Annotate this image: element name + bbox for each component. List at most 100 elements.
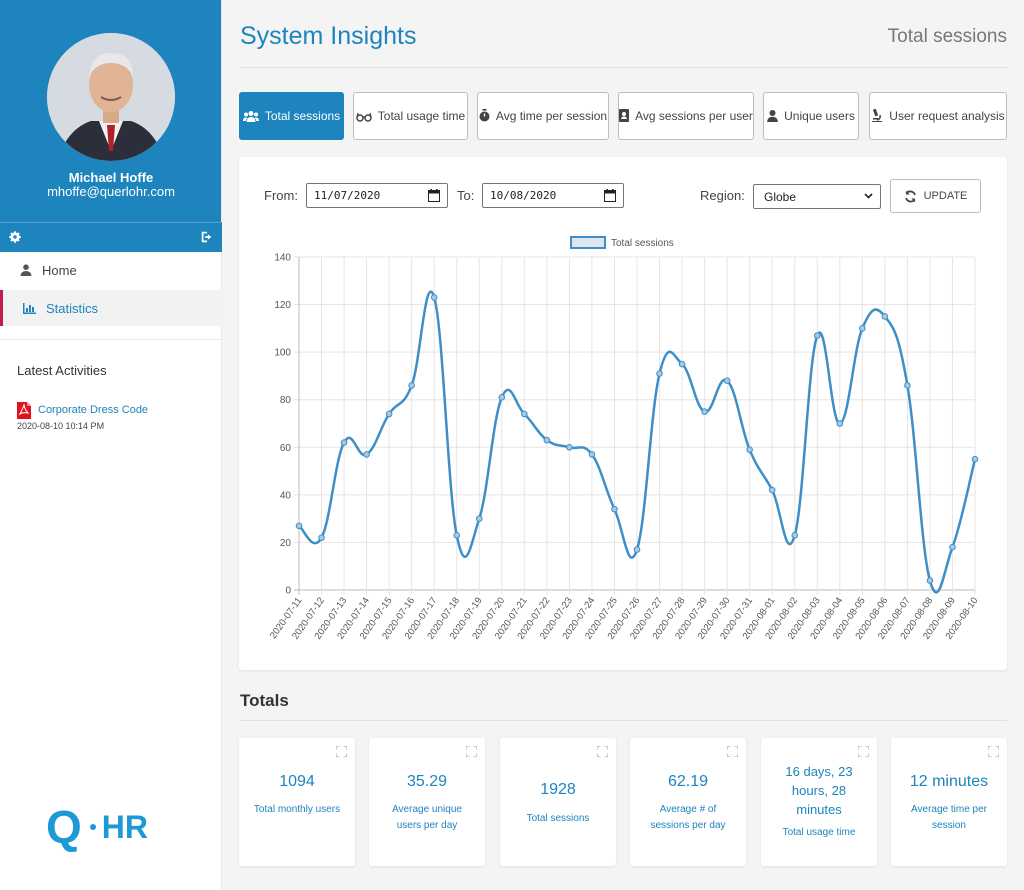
update-button-label: UPDATE xyxy=(923,190,968,202)
data-point xyxy=(904,382,911,389)
nav-statistics[interactable]: Statistics xyxy=(0,290,222,326)
totals-title: Totals xyxy=(240,691,289,710)
data-point xyxy=(611,505,618,513)
tab-avg-time-per-session-label: Avg time per session xyxy=(495,108,608,123)
tile-value: 16 days, 23 hours, 28 minutes xyxy=(785,764,853,817)
tile-average-sessions-per-day: 62.19 Average # of sessions per day xyxy=(630,738,746,866)
logout-icon[interactable] xyxy=(200,230,214,244)
to-date-value: 10/08/2020 xyxy=(490,189,557,202)
sessions-line-chart: 0204060801001201402020-07-112020-07-1220… xyxy=(268,236,980,642)
tab-avg-time-per-session[interactable]: Avg time per session xyxy=(477,92,609,140)
data-point xyxy=(701,408,708,415)
expand-icon[interactable] xyxy=(466,746,477,757)
expand-icon[interactable] xyxy=(336,746,347,757)
tile-label: Average # of sessions per day xyxy=(650,804,726,831)
tile-label: Average time per session xyxy=(911,804,987,831)
tab-unique-users[interactable]: Unique users xyxy=(763,92,859,140)
expand-icon[interactable] xyxy=(988,746,999,757)
from-date-input[interactable]: 11/07/2020 xyxy=(306,183,448,208)
data-point xyxy=(971,455,979,463)
y-tick-label: 40 xyxy=(280,490,292,501)
tab-avg-sessions-per-user[interactable]: Avg sessions per user xyxy=(618,92,754,140)
data-point xyxy=(859,325,866,332)
tile-value: 1928 xyxy=(540,781,576,798)
tile-label: Total usage time xyxy=(782,827,856,838)
nav-home-label: Home xyxy=(42,262,77,278)
data-point xyxy=(295,522,303,530)
expand-icon[interactable] xyxy=(727,746,738,757)
data-point xyxy=(881,313,889,320)
legend-label: Total sessions xyxy=(611,238,674,249)
nav-home[interactable]: Home xyxy=(0,252,222,288)
y-tick-label: 80 xyxy=(280,395,292,406)
region-select[interactable]: Globe xyxy=(753,184,881,209)
expand-icon[interactable] xyxy=(858,746,869,757)
legend-swatch xyxy=(570,236,606,249)
series-line xyxy=(298,290,977,594)
users-icon xyxy=(242,110,259,122)
gear-icon[interactable] xyxy=(8,230,22,244)
tile-average-unique-users: 35.29 Average unique users per day xyxy=(369,738,485,866)
tile-value: 35.29 xyxy=(406,773,448,790)
data-point xyxy=(656,370,663,377)
calendar-icon[interactable] xyxy=(604,189,616,202)
nav-statistics-label: Statistics xyxy=(46,300,99,316)
data-point xyxy=(566,443,573,451)
user-email: mhoffe@querlohr.com xyxy=(47,184,175,199)
y-tick-label: 20 xyxy=(280,538,292,549)
tab-user-request-analysis-label: User request analysis xyxy=(889,108,1005,123)
data-point xyxy=(543,436,551,444)
update-button[interactable]: UPDATE xyxy=(890,179,981,213)
page-subtitle: Total sessions xyxy=(887,26,1007,47)
avatar[interactable] xyxy=(47,33,175,161)
microscope-icon xyxy=(872,108,883,122)
data-point xyxy=(498,394,506,401)
bar-chart-icon xyxy=(23,302,36,314)
user-icon xyxy=(20,264,32,276)
region-label: Region: xyxy=(700,188,745,203)
from-label: From: xyxy=(264,188,298,203)
calendar-icon[interactable] xyxy=(428,189,440,202)
logo-dot xyxy=(89,824,96,830)
data-point xyxy=(385,410,393,418)
data-point xyxy=(588,451,596,458)
sidebar: Michael Hoffe mhoffe@querlohr.com Home S… xyxy=(0,0,222,890)
data-point xyxy=(949,543,956,551)
id-badge-icon xyxy=(619,108,630,122)
to-date-input[interactable]: 10/08/2020 xyxy=(482,183,624,208)
activity-link[interactable]: Corporate Dress Code xyxy=(38,404,149,416)
tab-total-sessions[interactable]: Total sessions xyxy=(239,92,344,140)
sidebar-divider xyxy=(0,339,222,340)
tile-total-sessions: 1928 Total sessions xyxy=(500,738,616,866)
chart-card: From: 11/07/2020 To: 10/08/2020 Region: … xyxy=(239,157,1007,670)
profile-toolbar xyxy=(0,222,222,252)
expand-icon[interactable] xyxy=(597,746,608,757)
stopwatch-icon xyxy=(479,108,490,121)
tab-user-request-analysis[interactable]: User request analysis xyxy=(869,92,1007,140)
profile-panel: Michael Hoffe mhoffe@querlohr.com xyxy=(0,0,221,222)
tile-label: Total monthly users xyxy=(253,804,341,815)
data-point xyxy=(678,360,686,368)
y-tick-label: 60 xyxy=(280,443,292,454)
qhr-logo: Q HR xyxy=(46,804,148,850)
tile-label: Average unique users per day xyxy=(392,804,462,831)
page-title: System Insights xyxy=(240,22,417,50)
from-date-value: 11/07/2020 xyxy=(314,189,381,202)
activity-date: 2020-08-10 10:14 PM xyxy=(17,421,105,431)
tab-total-sessions-label: Total sessions xyxy=(264,108,341,123)
y-tick-label: 120 xyxy=(274,300,291,311)
glasses-icon xyxy=(356,112,372,122)
tile-value: 62.19 xyxy=(667,773,709,790)
tile-average-time-per-session: 12 minutes Average time per session xyxy=(891,738,1007,866)
tab-total-usage-time[interactable]: Total usage time xyxy=(353,92,468,140)
data-point xyxy=(318,534,325,541)
data-point xyxy=(723,377,731,384)
data-point xyxy=(363,451,370,458)
tab-unique-users-label: Unique users xyxy=(784,108,855,123)
tab-total-usage-time-label: Total usage time xyxy=(377,108,466,123)
y-tick-label: 140 xyxy=(274,253,291,264)
tile-total-monthly-users: 1094 Total monthly users xyxy=(239,738,355,866)
tile-value: 12 minutes xyxy=(909,773,989,790)
header-divider xyxy=(240,67,1007,68)
logo-hr: HR xyxy=(101,808,148,845)
